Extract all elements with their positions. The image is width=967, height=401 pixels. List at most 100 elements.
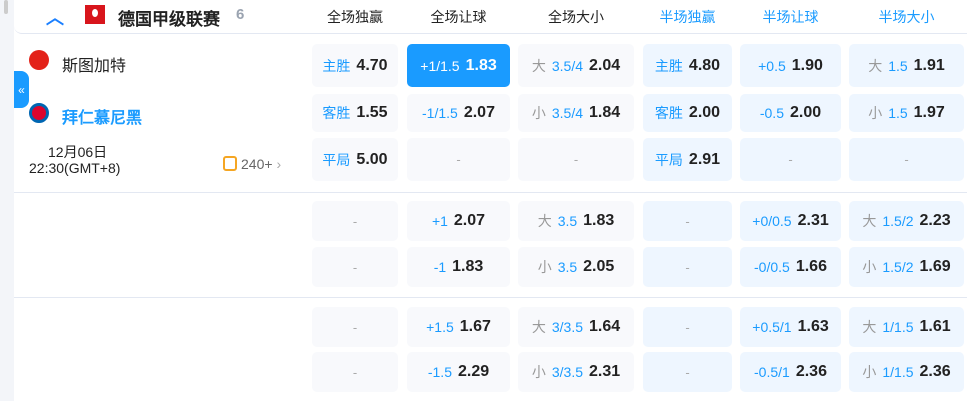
odds-cell[interactable]: 大 3.5/4 2.04 bbox=[518, 44, 634, 87]
odds-value: 2.05 bbox=[583, 258, 615, 275]
odds-cell[interactable]: -1 1.83 bbox=[407, 247, 510, 287]
odds-line: 3/3.5 bbox=[551, 319, 583, 335]
odds-line: 客胜 bbox=[322, 105, 351, 121]
odds-line: +1 bbox=[431, 213, 448, 229]
column-header: 半场让球 bbox=[762, 9, 819, 25]
odds-value: 1.91 bbox=[913, 56, 945, 74]
odds-value: 2.36 bbox=[919, 363, 951, 380]
odds-value: 2.31 bbox=[797, 212, 829, 229]
odds-prefix: 小 bbox=[537, 259, 552, 275]
column-header: 全场让球 bbox=[430, 9, 487, 25]
odds-line: +0.5/1 bbox=[752, 319, 792, 335]
odds-value: 1.83 bbox=[583, 212, 615, 229]
odds-cell[interactable]: +0.5/1 1.63 bbox=[740, 307, 841, 347]
odds-cell: - bbox=[312, 352, 398, 392]
odds-cell[interactable]: +0/0.5 2.31 bbox=[740, 201, 841, 241]
empty-odds: - bbox=[788, 152, 793, 167]
column-header: 半场大小 bbox=[878, 9, 935, 25]
markets-icon bbox=[223, 156, 237, 171]
odds-cell[interactable]: +0.5 1.90 bbox=[740, 44, 841, 87]
odds-cell[interactable]: 主胜 4.80 bbox=[643, 44, 732, 87]
odds-prefix: 小 bbox=[531, 364, 546, 380]
collapse-sidebar-button[interactable]: « bbox=[14, 71, 29, 108]
odds-line: 平局 bbox=[654, 151, 683, 168]
odds-cell: - bbox=[312, 201, 398, 241]
odds-prefix: 大 bbox=[531, 57, 546, 74]
odds-cell[interactable]: 平局 2.91 bbox=[643, 138, 732, 181]
odds-cell[interactable]: -0.5/1 2.36 bbox=[740, 352, 841, 392]
odds-cell[interactable]: 小 3/3.5 2.31 bbox=[518, 352, 634, 392]
odds-line: -0.5/1 bbox=[754, 364, 790, 380]
empty-odds: - bbox=[685, 364, 690, 380]
divider bbox=[14, 192, 967, 193]
odds-line: +1/1.5 bbox=[420, 57, 460, 74]
empty-odds: - bbox=[352, 259, 358, 275]
odds-cell[interactable]: 平局 5.00 bbox=[312, 138, 398, 181]
odds-cell: - bbox=[312, 307, 398, 347]
odds-prefix: 小 bbox=[531, 105, 546, 121]
odds-prefix: 大 bbox=[868, 57, 883, 74]
odds-cell[interactable]: 大 1.5/2 2.23 bbox=[849, 201, 964, 241]
odds-value: 4.80 bbox=[688, 56, 721, 74]
odds-value: 1.64 bbox=[589, 318, 621, 335]
odds-cell[interactable]: 大 3.5 1.83 bbox=[518, 201, 634, 241]
odds-cell[interactable]: -0/0.5 1.66 bbox=[740, 247, 841, 287]
odds-cell: - bbox=[643, 247, 732, 287]
scrollbar[interactable] bbox=[4, 0, 8, 14]
odds-cell[interactable]: +1/1.5 1.83 bbox=[407, 44, 510, 87]
odds-line: 1.5 bbox=[888, 57, 908, 74]
odds-cell[interactable]: 大 1/1.5 1.61 bbox=[849, 307, 964, 347]
odds-line: -0/0.5 bbox=[754, 259, 790, 275]
odds-line: 主胜 bbox=[322, 57, 351, 74]
odds-cell: - bbox=[740, 138, 841, 181]
odds-cell[interactable]: -0.5 2.00 bbox=[740, 94, 841, 132]
odds-value: 2.23 bbox=[919, 212, 951, 229]
odds-cell[interactable]: +1 2.07 bbox=[407, 201, 510, 241]
more-markets-link[interactable]: 240+ › bbox=[223, 156, 281, 172]
odds-cell[interactable]: +1.5 1.67 bbox=[407, 307, 510, 347]
odds-prefix: 大 bbox=[531, 319, 546, 335]
match-date: 12月06日 bbox=[48, 144, 108, 160]
column-header: 全场大小 bbox=[548, 9, 604, 25]
odds-value: 2.36 bbox=[795, 363, 827, 380]
odds-value: 1.61 bbox=[919, 318, 951, 335]
odds-prefix: 小 bbox=[862, 364, 877, 380]
odds-cell: - bbox=[849, 138, 964, 181]
odds-cell[interactable]: 小 3.5 2.05 bbox=[518, 247, 634, 287]
empty-odds: - bbox=[352, 319, 358, 335]
odds-line: +0/0.5 bbox=[752, 213, 792, 229]
odds-line: 3/3.5 bbox=[551, 364, 583, 380]
odds-line: 1/1.5 bbox=[882, 364, 914, 380]
odds-cell[interactable]: -1/1.5 2.07 bbox=[407, 94, 510, 132]
odds-cell[interactable]: 小 1.5/2 1.69 bbox=[849, 247, 964, 287]
match-count: 6 bbox=[236, 6, 245, 23]
odds-line: 主胜 bbox=[654, 57, 683, 74]
odds-value: 2.31 bbox=[589, 363, 621, 380]
empty-odds: - bbox=[685, 213, 690, 229]
chevron-up-icon[interactable]: ︿ bbox=[46, 8, 64, 28]
odds-cell[interactable]: -1.5 2.29 bbox=[407, 352, 510, 392]
odds-cell[interactable]: 小 3.5/4 1.84 bbox=[518, 94, 634, 132]
odds-cell[interactable]: 主胜 4.70 bbox=[312, 44, 398, 87]
home-team[interactable]: 斯图加特 bbox=[62, 58, 127, 75]
odds-value: 2.04 bbox=[589, 56, 621, 74]
odds-prefix: 小 bbox=[868, 105, 883, 121]
odds-cell: - bbox=[643, 201, 732, 241]
odds-line: 1.5 bbox=[888, 105, 908, 121]
odds-value: 1.55 bbox=[356, 104, 388, 121]
odds-line: -1/1.5 bbox=[422, 105, 458, 121]
stuttgart-logo bbox=[29, 50, 49, 70]
odds-cell[interactable]: 小 1.5 1.97 bbox=[849, 94, 964, 132]
more-count: 240+ bbox=[241, 156, 273, 172]
left-panel bbox=[0, 0, 14, 401]
odds-cell: - bbox=[312, 247, 398, 287]
away-team[interactable]: 拜仁慕尼黑 bbox=[62, 110, 143, 127]
odds-line: 3.5 bbox=[557, 213, 578, 229]
chevron-right-icon: › bbox=[276, 156, 282, 172]
odds-cell[interactable]: 小 1/1.5 2.36 bbox=[849, 352, 964, 392]
odds-cell[interactable]: 大 3/3.5 1.64 bbox=[518, 307, 634, 347]
odds-value: 2.07 bbox=[453, 212, 486, 229]
odds-cell[interactable]: 客胜 1.55 bbox=[312, 94, 398, 132]
odds-cell[interactable]: 客胜 2.00 bbox=[643, 94, 732, 132]
odds-cell[interactable]: 大 1.5 1.91 bbox=[849, 44, 964, 87]
